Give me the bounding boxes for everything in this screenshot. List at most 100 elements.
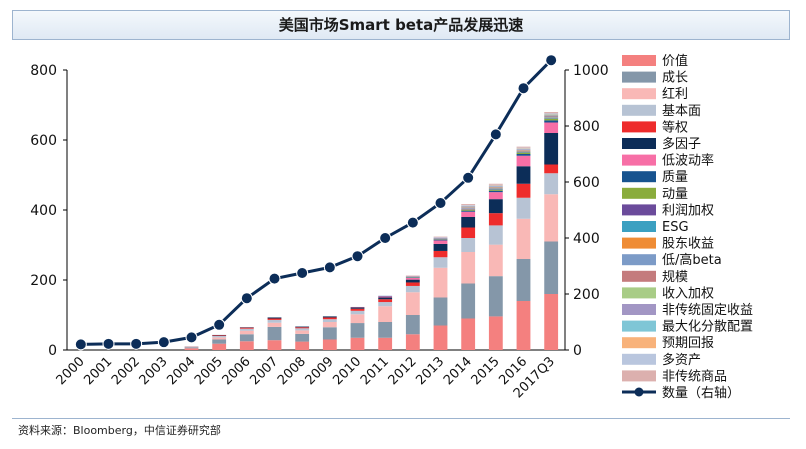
x-tick-label: 2008	[275, 354, 309, 388]
bar-segment	[489, 188, 503, 189]
bar-segment	[517, 150, 531, 151]
bar-segment	[517, 153, 531, 154]
x-tick-label: 2012	[386, 354, 420, 388]
legend-label: 质量	[662, 170, 688, 185]
bar-segment	[351, 338, 365, 350]
count-point	[324, 262, 335, 273]
legend-label: 等权	[662, 119, 688, 135]
bar-segment	[544, 116, 558, 117]
bar-segment	[489, 191, 503, 192]
bar-segment	[434, 240, 448, 244]
bar-segment	[378, 296, 392, 297]
x-tick-label: 2005	[192, 354, 226, 388]
bar-segment	[517, 301, 531, 350]
right-tick-label: 0	[573, 343, 582, 359]
legend-label: 非传统固定收益	[662, 303, 753, 318]
bar-segment	[489, 213, 503, 225]
bar-segment	[185, 347, 199, 348]
bar-segment	[544, 294, 558, 350]
legend-swatch	[622, 155, 656, 166]
bar-segment	[517, 148, 531, 149]
x-tick-label: 2001	[81, 354, 115, 388]
bar-segment	[461, 210, 475, 211]
bar-segment	[268, 340, 282, 350]
bar-segment	[240, 341, 254, 350]
count-point	[352, 251, 363, 262]
right-tick-label: 200	[573, 287, 600, 303]
bar-segment	[461, 217, 475, 228]
bar-segment	[268, 323, 282, 327]
bar-segment	[544, 113, 558, 114]
count-point	[131, 338, 142, 349]
count-point	[463, 172, 474, 183]
bar-segment	[461, 205, 475, 206]
legend-label: 动量	[662, 187, 688, 202]
bar-segment	[240, 328, 254, 329]
bar-segment	[378, 299, 392, 302]
bar-segment	[544, 194, 558, 241]
count-point	[407, 217, 418, 228]
x-tick-label: 2015	[469, 354, 503, 388]
bar-segment	[295, 327, 309, 328]
right-tick-label: 800	[573, 119, 600, 135]
right-y-axis: 02004006008001000	[565, 63, 609, 359]
bar-segment	[295, 334, 309, 342]
bar-segment	[544, 115, 558, 116]
bar-segment	[295, 342, 309, 350]
x-tick-label: 2004	[164, 354, 198, 388]
bar-segment	[517, 149, 531, 150]
legend-swatch	[622, 304, 656, 315]
legend-swatch	[622, 188, 656, 199]
legend-label: 股东收益	[662, 237, 714, 252]
bar-segment	[323, 322, 337, 327]
bar-segment	[323, 340, 337, 351]
bar-segment	[461, 212, 475, 217]
x-tick-label: 2013	[413, 354, 447, 388]
count-line-path	[81, 60, 551, 344]
bar-segment	[212, 344, 226, 350]
bar-segment	[461, 204, 475, 205]
bar-segment	[517, 259, 531, 301]
bar-segment	[461, 211, 475, 212]
legend-label: 红利	[662, 86, 688, 102]
x-tick-label: 2006	[220, 354, 254, 388]
bar-segment	[461, 284, 475, 319]
bar-segment	[351, 307, 365, 308]
bar-segment	[544, 173, 558, 194]
right-tick-label: 600	[573, 175, 600, 191]
bar-segment	[212, 336, 226, 337]
legend-label: 低/高beta	[662, 252, 722, 268]
x-tick-label: 2000	[54, 354, 88, 388]
bar-segment	[351, 314, 365, 323]
bar-segment	[461, 238, 475, 252]
bar-segment	[544, 120, 558, 122]
bar-segment	[544, 133, 558, 165]
count-point	[214, 319, 225, 330]
bar-segment	[378, 322, 392, 338]
bar-segment	[434, 237, 448, 238]
bar-segment	[544, 117, 558, 118]
legend-swatch	[622, 171, 656, 182]
bar-segment	[461, 207, 475, 208]
legend-swatch	[622, 138, 656, 149]
legend-label: 多因子	[662, 136, 701, 152]
legend-swatch	[622, 287, 656, 298]
count-point	[186, 332, 197, 343]
legend-swatch	[622, 204, 656, 215]
count-point	[269, 273, 280, 284]
legend-label: ESG	[662, 220, 689, 235]
legend-swatch	[622, 254, 656, 265]
bar-segment	[406, 315, 420, 334]
bar-segment	[461, 252, 475, 284]
legend-label: 利润加权	[662, 202, 714, 218]
count-point	[103, 338, 114, 349]
legend-label: 基本面	[662, 104, 701, 119]
legend-label: 非传统商品	[662, 369, 727, 384]
bar-segment	[406, 278, 420, 280]
count-point	[380, 233, 391, 244]
x-tick-label: 2011	[358, 354, 392, 388]
bar-segment	[434, 298, 448, 326]
count-point	[297, 268, 308, 279]
bar-segment	[434, 251, 448, 257]
x-axis: 2000200120022003200420052006200720082009…	[54, 350, 565, 401]
